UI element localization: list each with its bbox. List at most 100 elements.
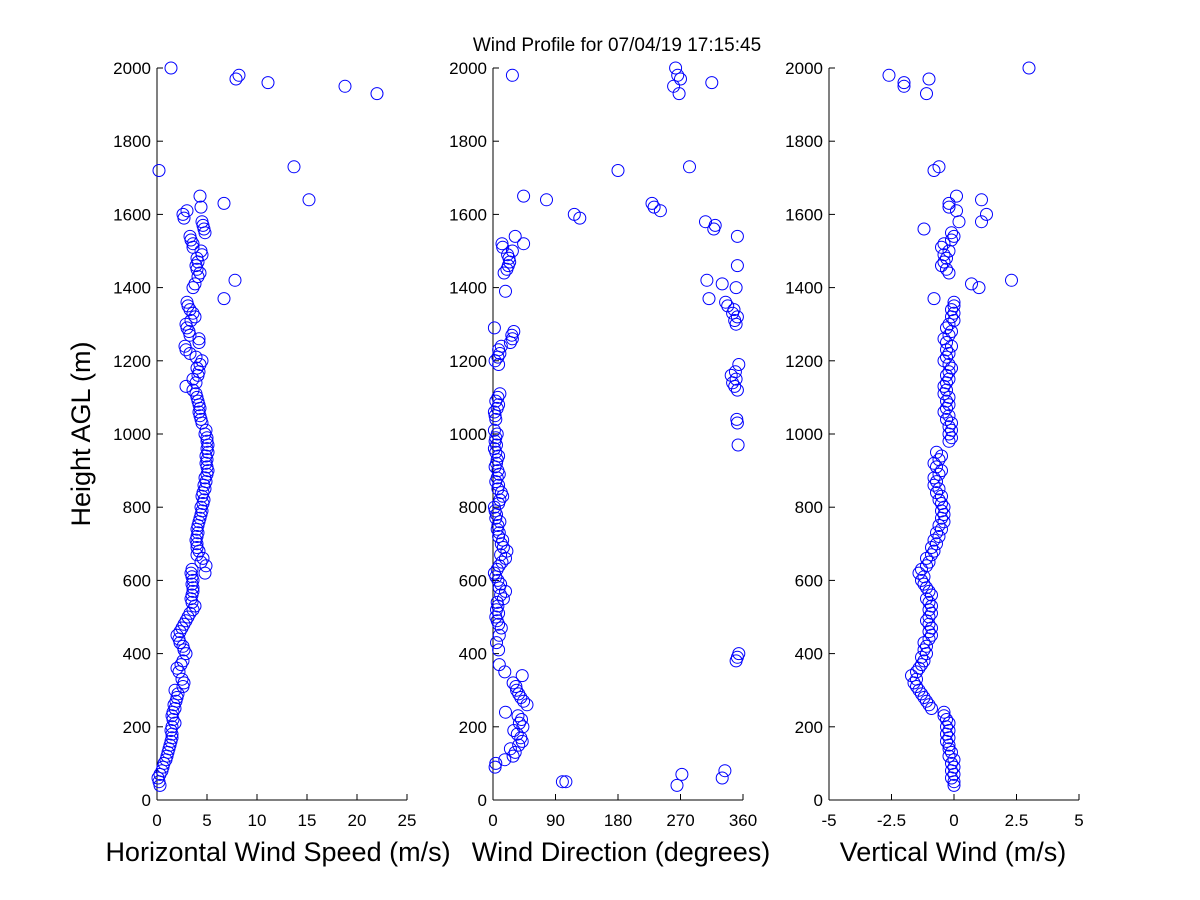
- vertical-data-point: [1022, 61, 1036, 75]
- vertical-data-point: [932, 519, 946, 532]
- direction-data-point: [708, 218, 722, 232]
- direction-data-point: [489, 610, 503, 624]
- vertical-data-point: [910, 680, 923, 693]
- vertical-data-point: [935, 449, 948, 463]
- direction-data-point: [728, 314, 742, 327]
- vertical-data-point: [947, 760, 961, 774]
- vertical-y-tick-label: 1800: [785, 132, 823, 151]
- vertical-data-point: [945, 226, 958, 240]
- speed-y-tick-label: 1600: [113, 205, 151, 224]
- direction-data-point: [506, 749, 520, 763]
- vertical-data-point: [905, 669, 918, 683]
- direction-data-point: [487, 442, 501, 456]
- speed-data-point: [194, 200, 208, 214]
- vertical-data-point: [932, 160, 946, 174]
- vertical-data-point: [950, 189, 963, 203]
- direction-x-tick-label: 0: [488, 811, 497, 830]
- speed-data-point: [173, 625, 187, 639]
- direction-data-point: [492, 658, 506, 672]
- vertical-data-point: [917, 643, 931, 657]
- vertical-data-point: [975, 193, 988, 207]
- vertical-data-point: [947, 314, 961, 327]
- vertical-data-point: [945, 233, 958, 247]
- direction-data-point: [487, 405, 501, 419]
- direction-data-point: [492, 398, 506, 412]
- vertical-data-point: [980, 207, 993, 221]
- direction-data-point: [653, 204, 667, 218]
- direction-data-point: [494, 577, 508, 591]
- direction-data-point: [511, 709, 525, 723]
- vertical-data-point: [897, 79, 911, 93]
- vertical-data-point: [952, 215, 966, 229]
- direction-data-point: [494, 486, 508, 500]
- vertical-data-point: [922, 584, 936, 598]
- direction-data-point: [517, 189, 531, 203]
- vertical-data-point: [945, 745, 958, 759]
- speed-data-point: [217, 292, 231, 306]
- vertical-data-point: [940, 368, 953, 382]
- vertical-data-point: [930, 475, 943, 489]
- speed-data-point: [370, 87, 384, 101]
- vertical-data-point: [927, 164, 941, 177]
- direction-data-point: [611, 164, 625, 177]
- direction-data-point: [702, 292, 716, 306]
- vertical-x-tick-label: 2.5: [1005, 811, 1029, 830]
- vertical-y-tick-label: 400: [795, 645, 823, 664]
- vertical-data-point: [925, 548, 938, 562]
- direction-data-point: [487, 566, 501, 580]
- direction-data-point: [495, 555, 509, 569]
- direction-y-tick-label: 1600: [449, 205, 487, 224]
- speed-data-point: [180, 204, 194, 218]
- speed-data-point: [228, 273, 242, 287]
- vertical-data-point: [1005, 273, 1018, 287]
- direction-data-point: [647, 200, 661, 214]
- direction-data-point: [493, 387, 507, 401]
- vertical-data-point: [912, 661, 926, 675]
- vertical-data-point: [947, 299, 961, 313]
- vertical-data-point: [922, 555, 936, 569]
- vertical-data-point: [947, 778, 961, 792]
- vertical-data-point: [942, 409, 956, 423]
- speed-y-tick-label: 0: [142, 791, 151, 810]
- speed-data-point: [193, 266, 207, 280]
- direction-data-point: [515, 669, 529, 683]
- speed-data-point: [302, 193, 316, 207]
- direction-data-point: [498, 753, 512, 767]
- vertical-data-point: [942, 724, 956, 737]
- direction-data-point: [515, 713, 528, 726]
- vertical-data-point: [945, 303, 958, 317]
- direction-x-tick-label: 90: [546, 811, 565, 830]
- vertical-data-point: [945, 431, 958, 445]
- direction-data-point: [487, 423, 501, 437]
- speed-data-point: [174, 658, 188, 672]
- vertical-data-point: [897, 76, 911, 90]
- vertical-y-tick-label: 1600: [785, 205, 823, 224]
- direction-data-point: [669, 61, 683, 75]
- vertical-data-point: [942, 390, 956, 404]
- speed-data-point: [200, 434, 214, 448]
- direction-data-point: [492, 606, 506, 620]
- speed-data-point: [194, 500, 208, 514]
- direction-data-point: [730, 383, 744, 397]
- direction-data-point: [497, 266, 511, 280]
- speed-data-point: [199, 559, 213, 573]
- speed-x-tick-label: 25: [398, 811, 417, 830]
- direction-data-point: [492, 478, 506, 492]
- speed-data-point: [170, 628, 184, 642]
- vertical-data-point: [937, 255, 951, 269]
- speed-data-point: [180, 295, 194, 309]
- speed-x-axis-label: Horizontal Wind Speed (m/s): [105, 837, 450, 867]
- direction-data-point: [729, 281, 743, 295]
- direction-data-point: [732, 358, 746, 371]
- speed-data-point: [195, 215, 209, 229]
- vertical-data-point: [940, 251, 953, 265]
- vertical-data-point: [947, 229, 961, 243]
- direction-data-point: [514, 731, 528, 745]
- direction-y-tick-label: 1400: [449, 279, 487, 298]
- direction-y-tick-label: 800: [459, 498, 487, 517]
- vertical-data-point: [925, 588, 938, 602]
- vertical-data-point: [922, 603, 936, 617]
- speed-data-point: [193, 358, 207, 371]
- vertical-data-point: [922, 72, 936, 86]
- vertical-data-point: [942, 420, 956, 434]
